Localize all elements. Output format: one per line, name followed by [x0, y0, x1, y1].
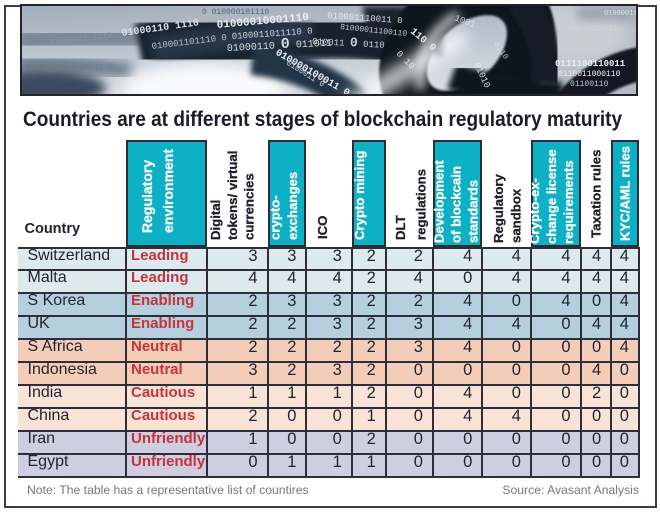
- svg-text:Regulatory: Regulatory: [491, 173, 506, 243]
- svg-text:of blockcain: of blockcain: [449, 166, 464, 243]
- svg-text:Regulatory: Regulatory: [139, 160, 155, 233]
- svg-text:Development: Development: [432, 160, 447, 243]
- svg-text:810001000011 0: 810001000011 0: [46, 62, 114, 75]
- svg-text:DLT: DLT: [393, 215, 408, 240]
- svg-text:KYC/AML rules: KYC/AML rules: [618, 146, 633, 241]
- svg-text:Taxation rules: Taxation rules: [589, 150, 604, 238]
- svg-text:change license: change license: [544, 149, 559, 244]
- svg-text:0110011000110: 0110011000110: [558, 70, 621, 79]
- svg-text:Crypto mining: Crypto mining: [352, 151, 367, 240]
- svg-text:010000110011: 010000110011: [567, 25, 617, 33]
- svg-text:environment: environment: [160, 149, 176, 233]
- svg-text:regulations: regulations: [414, 169, 429, 240]
- svg-text:Crypto-ex-: Crypto-ex-: [527, 178, 542, 244]
- svg-text:01000011: 01000011: [604, 10, 636, 18]
- svg-text:Digital: Digital: [208, 200, 223, 240]
- svg-text:crypto-: crypto-: [268, 195, 283, 240]
- svg-text:01100110: 01100110: [570, 80, 609, 89]
- svg-text:standards: standards: [466, 180, 481, 243]
- svg-text:0 010000101110: 0 010000101110: [202, 8, 269, 17]
- svg-text:sandbox: sandbox: [509, 188, 524, 243]
- svg-text:tokens/ virtual: tokens/ virtual: [225, 151, 240, 240]
- svg-text:requirements: requirements: [561, 160, 576, 244]
- svg-text:ICO: ICO: [315, 216, 330, 239]
- svg-text:exchanges: exchanges: [285, 172, 300, 240]
- svg-text:currencies: currencies: [242, 173, 257, 240]
- svg-text:0111100110011: 0111100110011: [555, 59, 626, 69]
